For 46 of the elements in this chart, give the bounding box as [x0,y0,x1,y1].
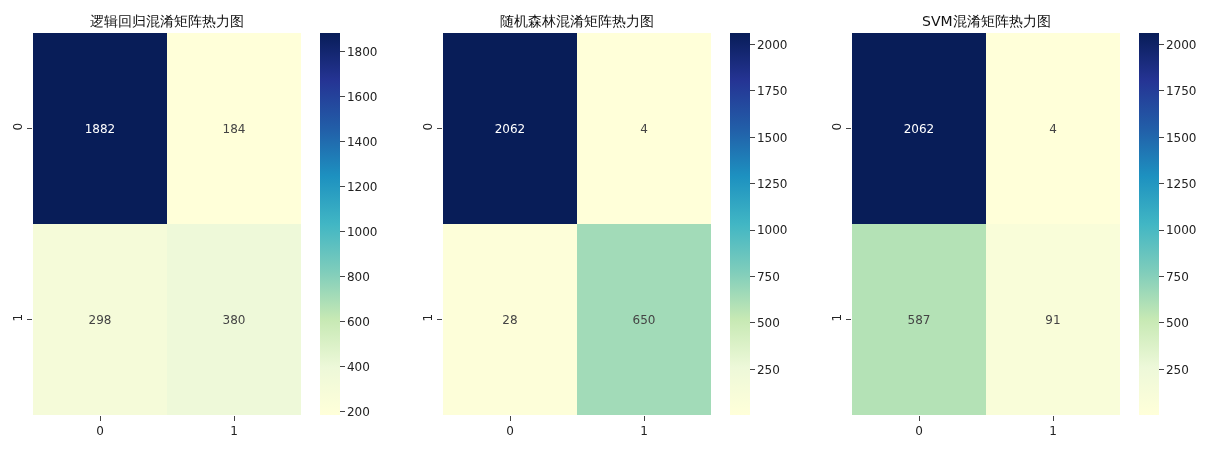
chart-title: SVM混淆矩阵热力图 [922,13,1051,29]
color-bar-label: 1000 [1165,223,1197,238]
color-bar-label: 1500 [1165,130,1197,145]
color-bar-label: 250 [1165,362,1189,377]
color-bar-label: 1600 [346,89,378,104]
color-bar-label: 1000 [346,224,378,239]
color-bar-label: 1200 [346,179,378,194]
color-bar-label: 750 [1165,269,1189,284]
color-bar-label: 2000 [1165,37,1197,52]
data-label: 91 [1045,313,1061,328]
color-bar-label: 2000 [756,37,788,52]
color-bar-label: 500 [756,316,780,331]
x-tick-label: 0 [506,424,514,439]
data-label: 184 [222,122,246,137]
color-bar-label: 400 [346,359,370,374]
color-bar-label: 1400 [346,134,378,149]
chart-title: 随机森林混淆矩阵热力图 [500,13,654,29]
color-bar-label: 1250 [756,176,788,191]
chart-title: 逻辑回归混淆矩阵热力图 [90,13,244,29]
color-bar-label: 750 [756,269,780,284]
x-tick-label: 1 [1049,424,1057,439]
color-bar-label: 1000 [756,223,788,238]
data-label: 4 [1049,122,1057,137]
color-bar-label: 200 [346,404,370,419]
color-bar-label: 800 [346,269,370,284]
data-label: 380 [222,313,246,328]
color-bar-label: 1750 [756,84,788,99]
data-label: 298 [88,313,112,328]
data-label: 650 [632,313,656,328]
data-label: 1882 [84,122,116,137]
color-bar-label: 1800 [346,44,378,59]
data-label: 2062 [494,122,526,137]
x-tick-label: 0 [96,424,104,439]
color-bar-label: 600 [346,314,370,329]
data-label: 587 [907,313,931,328]
color-bar-label: 1250 [1165,176,1197,191]
data-label: 2062 [903,122,935,137]
color-bar-label: 1750 [1165,84,1197,99]
data-label: 4 [640,122,648,137]
x-tick-label: 0 [915,424,923,439]
color-bar-label: 500 [1165,316,1189,331]
x-tick-label: 1 [230,424,238,439]
color-bar-label: 1500 [756,130,788,145]
x-tick-label: 1 [640,424,648,439]
data-label: 28 [502,313,518,328]
color-bar-label: 250 [756,362,780,377]
